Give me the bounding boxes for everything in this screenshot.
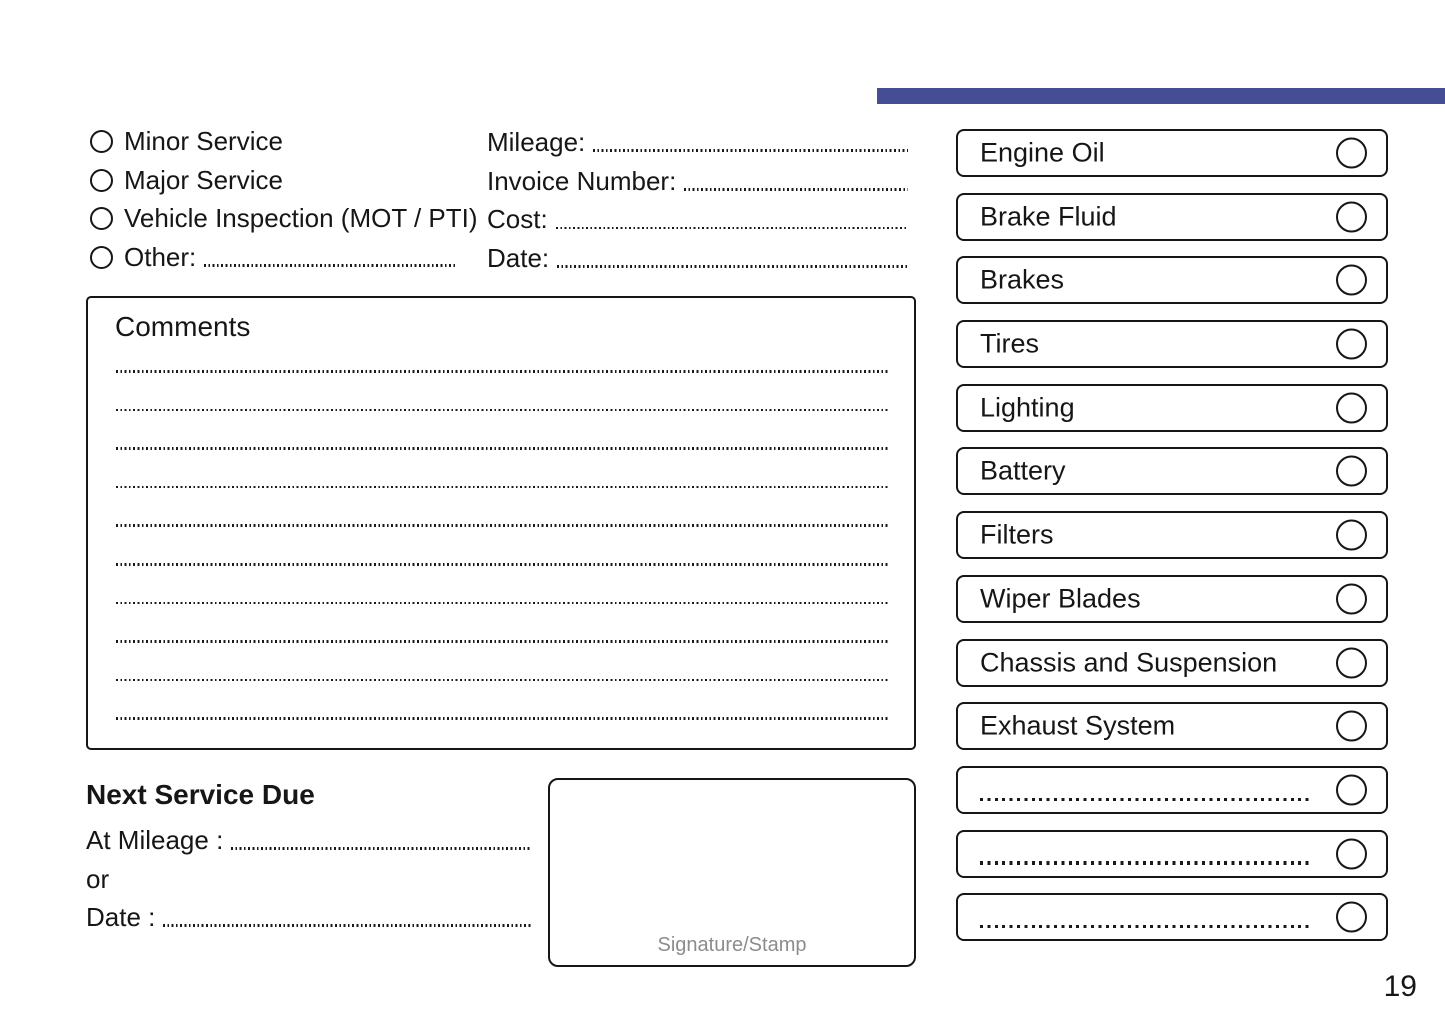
checklist-blank-line[interactable]: [980, 797, 1310, 801]
invoice-field-row: Mileage:: [487, 129, 908, 156]
checklist-item-label: Engine Oil: [980, 137, 1105, 168]
checklist-item: Wiper Blades: [956, 574, 1388, 623]
check-circle[interactable]: [1336, 710, 1367, 742]
checklist-item-label: Filters: [980, 519, 1054, 550]
check-circle[interactable]: [1336, 392, 1367, 424]
next-date-input-line[interactable]: [163, 924, 532, 927]
next-service-date-row: Date :: [86, 904, 532, 931]
invoice-field-input-line[interactable]: [593, 149, 908, 152]
service-option-row: Vehicle Inspection (MOT / PTI): [90, 205, 478, 232]
invoice-fields-group: Mileage: Invoice Number: Cost: Date:: [487, 129, 908, 272]
check-circle[interactable]: [1336, 455, 1367, 487]
check-circle[interactable]: [1336, 519, 1367, 551]
checklist-item-label: Tires: [980, 328, 1039, 359]
comment-line: [116, 370, 888, 373]
checklist-item: Tires: [956, 320, 1388, 369]
check-circle[interactable]: [1336, 201, 1367, 233]
comments-box[interactable]: Comments: [86, 296, 916, 750]
accent-bar: [877, 88, 1445, 104]
checklist-item: [956, 893, 1388, 942]
checklist-item-label: Exhaust System: [980, 710, 1176, 741]
check-circle[interactable]: [1336, 647, 1367, 678]
checklist-item: Brakes: [956, 256, 1388, 305]
service-option-row: Minor Service: [90, 128, 455, 155]
next-service-section: Next Service Due At Mileage : or Date :: [86, 780, 532, 950]
invoice-field-row: Cost:: [487, 206, 908, 233]
invoice-field-row: Invoice Number:: [487, 165, 908, 196]
check-circle[interactable]: [1336, 901, 1367, 933]
check-circle[interactable]: [1336, 328, 1367, 360]
comment-line: [116, 524, 888, 527]
page-number: 19: [1383, 970, 1417, 1003]
comment-line: [116, 447, 888, 450]
next-service-title: Next Service Due: [86, 779, 315, 810]
checklist-item: Filters: [956, 511, 1388, 560]
checklist-item: [956, 829, 1388, 878]
check-circle[interactable]: [1336, 137, 1367, 169]
checklist-item-label: Brakes: [980, 264, 1065, 295]
invoice-field-label: Mileage:: [487, 127, 586, 157]
comment-line: [116, 640, 888, 643]
checklist-item: Exhaust System: [956, 702, 1388, 751]
radio-circle[interactable]: [90, 130, 113, 153]
other-input-line[interactable]: [204, 264, 455, 268]
invoice-field-input-line[interactable]: [555, 226, 908, 230]
comment-line: [116, 601, 888, 605]
service-option-label: Vehicle Inspection (MOT / PTI): [124, 203, 478, 234]
service-option-row: Major Service: [90, 164, 455, 195]
checklist-item: Brake Fluid: [956, 192, 1388, 241]
comment-line: [116, 717, 888, 720]
signature-stamp-box[interactable]: Signature/Stamp: [548, 778, 916, 967]
check-circle[interactable]: [1336, 264, 1367, 296]
checklist-item: [956, 765, 1388, 814]
at-mileage-label: At Mileage :: [86, 825, 224, 855]
service-option-label: Other:: [124, 242, 197, 273]
invoice-field-input-line[interactable]: [557, 265, 908, 269]
check-circle[interactable]: [1336, 774, 1367, 806]
at-mileage-input-line[interactable]: [231, 847, 532, 850]
service-option-row: Other:: [90, 244, 455, 271]
checklist-item: Battery: [956, 447, 1388, 496]
comment-line: [116, 678, 888, 682]
service-option-label: Major Service: [124, 164, 283, 195]
checklist-item: Chassis and Suspension: [956, 638, 1388, 687]
next-date-label: Date :: [86, 902, 156, 932]
next-service-mileage-row: At Mileage :: [86, 827, 532, 854]
checklist-item: Lighting: [956, 383, 1388, 432]
checklist-item-label: Brake Fluid: [980, 201, 1117, 232]
comment-line: [116, 485, 888, 489]
check-circle[interactable]: [1336, 838, 1367, 870]
invoice-field-label: Date:: [487, 243, 550, 274]
comment-line: [116, 563, 888, 566]
radio-circle[interactable]: [90, 168, 113, 192]
checklist-item-label: Lighting: [980, 392, 1075, 423]
invoice-field-row: Date:: [487, 245, 908, 272]
checklist-item: Engine Oil: [956, 129, 1388, 177]
invoice-field-input-line[interactable]: [684, 188, 908, 191]
service-type-group: Minor Service Major Service Vehicle Insp…: [90, 128, 478, 271]
checklist-blank-line[interactable]: [980, 925, 1310, 929]
comments-title: Comments: [115, 311, 251, 342]
radio-circle[interactable]: [90, 207, 113, 231]
checklist-item-label: Wiper Blades: [980, 583, 1141, 614]
check-circle[interactable]: [1336, 583, 1367, 615]
service-option-label: Minor Service: [124, 126, 283, 156]
comment-line: [116, 408, 888, 412]
checklist-column: Engine Oil Brake Fluid Brakes Tires Ligh…: [956, 129, 1388, 942]
invoice-field-label: Cost:: [487, 204, 548, 235]
or-label: or: [86, 864, 110, 894]
invoice-field-label: Invoice Number:: [487, 165, 677, 196]
signature-stamp-label: Signature/Stamp: [657, 934, 807, 956]
checklist-item-label: Battery: [980, 455, 1066, 486]
checklist-blank-line[interactable]: [980, 861, 1310, 865]
radio-circle[interactable]: [90, 246, 113, 270]
checklist-item-label: Chassis and Suspension: [980, 647, 1278, 677]
